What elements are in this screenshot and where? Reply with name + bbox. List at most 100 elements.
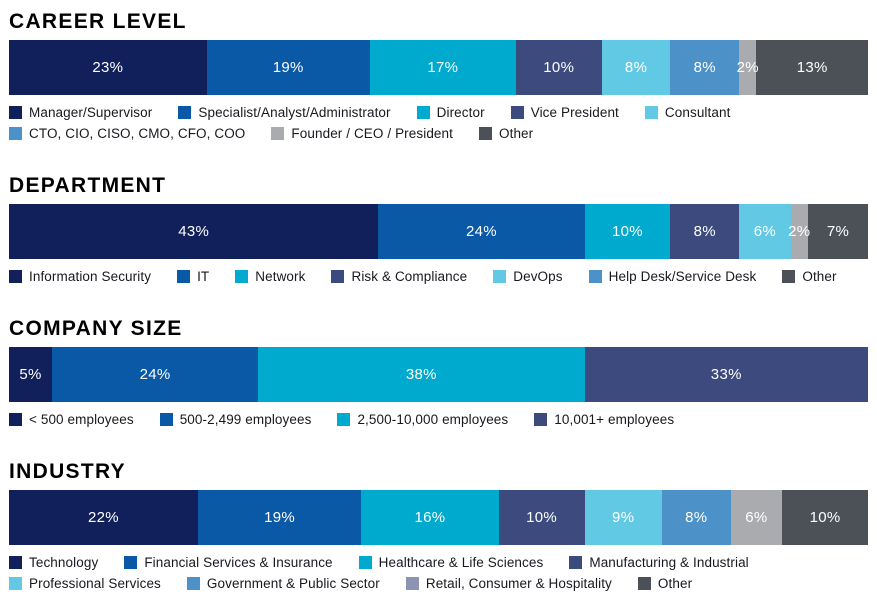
legend-swatch-icon	[186, 577, 200, 591]
bar-segment-2-500-10-000-employees: 38%	[258, 347, 585, 403]
bar-segment-manufacturing-industrial: 10%	[498, 490, 585, 546]
bar-segment-other: 7%	[807, 204, 869, 260]
legend-item-label: < 500 employees	[29, 412, 134, 428]
legend-item-other: Other	[637, 576, 692, 591]
bar-segment-500-employees: 5%	[9, 347, 52, 403]
legend-item-label: Specialist/Analyst/Administrator	[198, 105, 391, 121]
legend-swatch-icon	[782, 270, 796, 284]
legend-swatch-icon	[405, 577, 419, 591]
bar-segment-manager-supervisor: 23%	[9, 40, 207, 96]
bar-value-label: 8%	[685, 509, 708, 527]
legend-row-1: Technology Financial Services & Insurance…	[9, 555, 868, 570]
legend-item-10-001-employees: 10,001+ employees	[534, 412, 674, 427]
bar-segment-10-001-employees: 33%	[584, 347, 868, 403]
legend-row-1: Manager/Supervisor Specialist/Analyst/Adm…	[9, 105, 868, 120]
bar-value-label: 17%	[427, 59, 459, 77]
legend-item-healthcare-life-sciences: Healthcare & Life Sciences	[358, 555, 544, 571]
legend-swatch-icon	[124, 556, 138, 570]
legend-item-devops: DevOps	[493, 269, 563, 284]
legend-item-label: Network	[255, 269, 306, 285]
legend-row-2: CTO, CIO, CISO, CMO, CFO, COO Founder / C…	[9, 126, 868, 141]
legend-item-other: Other	[479, 126, 533, 141]
bar-value-label: 6%	[753, 223, 777, 241]
legend-swatch-icon	[178, 106, 192, 120]
legend-swatch-icon	[177, 270, 191, 284]
legend-item-2-500-10-000-employees: 2,500-10,000 employees	[337, 412, 508, 427]
legend-department: Information Security IT Network Risk & Comp…	[9, 269, 868, 284]
legend-item-label: Government & Public Sector	[206, 576, 380, 592]
legend-swatch-icon	[493, 270, 507, 284]
legend-item-financial-services-insurance: Financial Services & Insurance	[124, 555, 333, 570]
bar-value-label: 8%	[624, 59, 648, 77]
legend-row-2: Professional Services Government & Public…	[9, 576, 868, 591]
legend-swatch-icon	[534, 413, 548, 427]
bar-segment-professional-services: 9%	[584, 490, 662, 546]
legend-row-1: < 500 employees 500-2,499 employees 2,500-…	[9, 412, 868, 427]
chart-title-career-level: CAREER LEVEL	[9, 10, 187, 33]
legend-swatch-icon	[337, 413, 351, 427]
bar-value-label: 2%	[736, 59, 759, 77]
section-company-size: COMPANY SIZE 5% 24% 38% 33% < 500 employees 50…	[9, 317, 868, 427]
chart-title-industry: INDUSTRY	[9, 460, 126, 484]
legend-item-label: 2,500-10,000 employees	[357, 412, 509, 428]
bar-segment-other: 13%	[756, 40, 868, 96]
bar-value-label: 2%	[788, 223, 811, 241]
section-industry: INDUSTRY 22% 19% 16% 10% 9% 8% 6% 10% Technology F…	[9, 460, 869, 591]
legend-item-label: Vice President	[530, 105, 619, 121]
legend-item-network: Network	[235, 269, 305, 284]
stacked-bar-career-level: 23% 19% 17% 10% 8% 8% 2% 13%	[9, 40, 868, 96]
bar-value-label: 10%	[809, 509, 841, 527]
bar-segment-technology: 22%	[9, 490, 198, 546]
legend-swatch-icon	[271, 127, 285, 141]
legend-item-label: Technology	[29, 555, 99, 571]
bar-segment-devops: 6%	[739, 204, 791, 260]
legend-item-label: Information Security	[29, 269, 152, 285]
section-department: DEPARTMENT 43% 24% 10% 8% 6% 2% 7% Information S…	[9, 174, 869, 284]
bar-value-label: 24%	[139, 366, 171, 384]
legend-item-government-public-sector: Government & Public Sector	[186, 576, 380, 592]
legend-swatch-icon	[9, 413, 22, 427]
legend-company-size: < 500 employees 500-2,499 employees 2,500-…	[9, 412, 868, 427]
legend-career-level: Manager/Supervisor Specialist/Analyst/Adm…	[9, 105, 868, 141]
legend-item-it: IT	[177, 269, 209, 284]
legend-swatch-icon	[235, 270, 249, 284]
legend-item-help-desk-service-desk: Help Desk/Service Desk	[588, 269, 757, 284]
bar-segment-consultant: 8%	[601, 40, 671, 96]
bar-value-label: 19%	[264, 509, 296, 527]
legend-item-label: Manufacturing & Industrial	[589, 555, 749, 571]
bar-value-label: 5%	[19, 366, 42, 384]
legend-item-label: Risk & Compliance	[351, 269, 468, 285]
bar-value-label: 9%	[612, 509, 635, 527]
bar-segment-healthcare-life-sciences: 16%	[361, 490, 499, 546]
legend-swatch-icon	[479, 127, 492, 141]
legend-item-risk-compliance: Risk & Compliance	[331, 269, 467, 284]
chart-title-department: DEPARTMENT	[9, 174, 167, 198]
legend-item-specialist-analyst-administrator: Specialist/Analyst/Administrator	[178, 105, 391, 121]
bar-segment-cto-cio-ciso-cmo-cfo-coo: 8%	[670, 40, 740, 96]
bar-segment-vice-president: 10%	[515, 40, 602, 96]
legend-item-information-security: Information Security	[9, 269, 151, 284]
legend-item-vice-president: Vice President	[510, 105, 619, 121]
bar-segment-founder-ceo-president: 2%	[736, 40, 759, 96]
bar-value-label: 33%	[710, 366, 742, 384]
legend-swatch-icon	[9, 577, 22, 591]
bar-value-label: 8%	[693, 223, 716, 241]
bar-value-label: 23%	[92, 59, 124, 77]
legend-swatch-icon	[358, 556, 372, 570]
chart-title-company-size: COMPANY SIZE	[9, 317, 183, 341]
legend-item-label: Healthcare & Life Sciences	[378, 555, 544, 571]
legend-swatch-icon	[569, 556, 583, 570]
bar-value-label: 10%	[543, 59, 575, 77]
section-career-level: CAREER LEVEL 23% 19% 17% 10% 8% 8% 2% 13% Manager…	[9, 10, 868, 141]
bar-segment-500-2-499-employees: 24%	[51, 347, 259, 403]
bar-segment-information-security: 43%	[9, 204, 379, 260]
legend-swatch-icon	[644, 106, 658, 120]
legend-item-label: Retail, Consumer & Hospitality	[425, 576, 612, 592]
legend-industry: Technology Financial Services & Insurance…	[9, 555, 868, 591]
bar-value-label: 38%	[405, 366, 437, 384]
legend-swatch-icon	[588, 270, 602, 284]
bar-value-label: 10%	[526, 509, 558, 527]
legend-item-founder-ceo-president: Founder / CEO / President	[271, 126, 453, 141]
bar-segment-other: 10%	[782, 490, 869, 546]
bar-value-label: 24%	[465, 223, 497, 241]
